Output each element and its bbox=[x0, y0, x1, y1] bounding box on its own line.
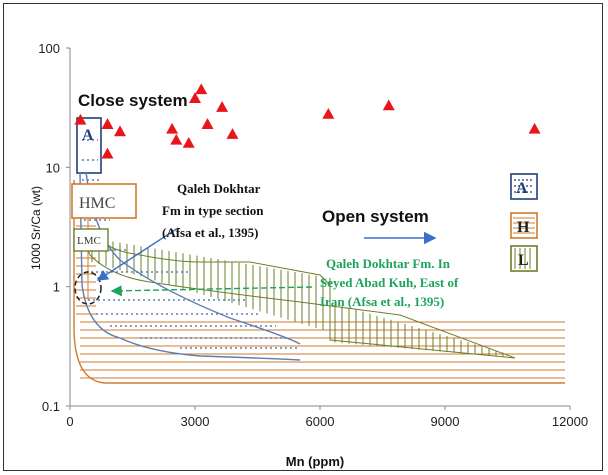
lmc-label: LMC bbox=[77, 235, 101, 247]
data-point bbox=[216, 101, 229, 112]
y-tick-label: 100 bbox=[38, 41, 60, 56]
legend-a-label: A bbox=[516, 180, 528, 197]
x-tick-label: 6000 bbox=[306, 414, 335, 429]
data-point bbox=[74, 113, 87, 125]
y-axis-title: 1000 Sr/Ca (wt) bbox=[29, 186, 43, 270]
data-point bbox=[322, 107, 335, 119]
type-section-line-1: Qaleh Dokhtar bbox=[177, 181, 261, 196]
legend-l-label: L bbox=[518, 252, 529, 269]
hmc-boundary bbox=[73, 180, 565, 384]
x-tick-label: 9000 bbox=[431, 414, 460, 429]
x-tick-label: 12000 bbox=[552, 414, 588, 429]
open-system-label: Open system bbox=[322, 207, 429, 226]
data-point bbox=[166, 122, 179, 134]
x-tick-label: 0 bbox=[66, 414, 73, 429]
sample-ellipse bbox=[74, 271, 102, 305]
type-section-line-2: Fm in type section bbox=[162, 203, 264, 218]
data-point bbox=[101, 118, 114, 129]
y-tick-label: 0.1 bbox=[42, 399, 60, 414]
data-point bbox=[114, 125, 126, 137]
y-tick-label: 10 bbox=[46, 160, 60, 175]
x-axis-title: Mn (ppm) bbox=[286, 454, 344, 469]
legend: A H L bbox=[510, 173, 538, 272]
close-system-label: Close system bbox=[78, 91, 188, 110]
legend-h-lines bbox=[513, 217, 535, 234]
data-point bbox=[382, 99, 395, 111]
data-point bbox=[189, 92, 201, 103]
aragonite-curve-inner bbox=[85, 171, 301, 345]
x-tick-label: 3000 bbox=[181, 414, 210, 429]
legend-a-dots bbox=[514, 179, 534, 193]
type-section-line-3: (Afsa et al., 1395) bbox=[162, 225, 258, 240]
data-point bbox=[195, 83, 208, 95]
lmc-field bbox=[91, 238, 504, 357]
y-tick-label: 1 bbox=[53, 280, 60, 295]
hmc-label: HMC bbox=[79, 195, 115, 212]
seyed-line-2: Seyed Abad Kuh, East of bbox=[320, 275, 459, 290]
seyed-arrow bbox=[110, 285, 313, 297]
data-points bbox=[74, 83, 541, 159]
data-point bbox=[101, 147, 114, 159]
data-point bbox=[528, 122, 541, 134]
aragonite-field bbox=[82, 139, 300, 349]
seyed-line-3: Iran (Afsa et al., 1395) bbox=[320, 294, 444, 309]
data-point bbox=[201, 118, 214, 129]
aragonite-box bbox=[76, 117, 102, 174]
hmc-box bbox=[71, 183, 137, 219]
seyed-line-1: Qaleh Dokhtar Fm. In bbox=[326, 256, 451, 271]
aragonite-curve-outer bbox=[79, 171, 301, 361]
seyed-label: Qaleh Dokhtar Fm. In Seyed Abad Kuh, Eas… bbox=[320, 256, 462, 309]
legend-l-lines bbox=[514, 248, 531, 269]
lmc-boundary bbox=[79, 231, 516, 359]
type-section-arrow bbox=[96, 227, 179, 281]
data-point bbox=[170, 133, 183, 145]
aragonite-label: A bbox=[82, 127, 94, 144]
data-point bbox=[226, 128, 239, 139]
legend-h-box bbox=[510, 212, 538, 239]
legend-h-label: H bbox=[517, 219, 530, 236]
type-section-label: Qaleh Dokhtar Fm in type section (Afsa e… bbox=[162, 181, 267, 240]
lmc-box bbox=[73, 228, 109, 252]
data-point bbox=[182, 136, 195, 148]
